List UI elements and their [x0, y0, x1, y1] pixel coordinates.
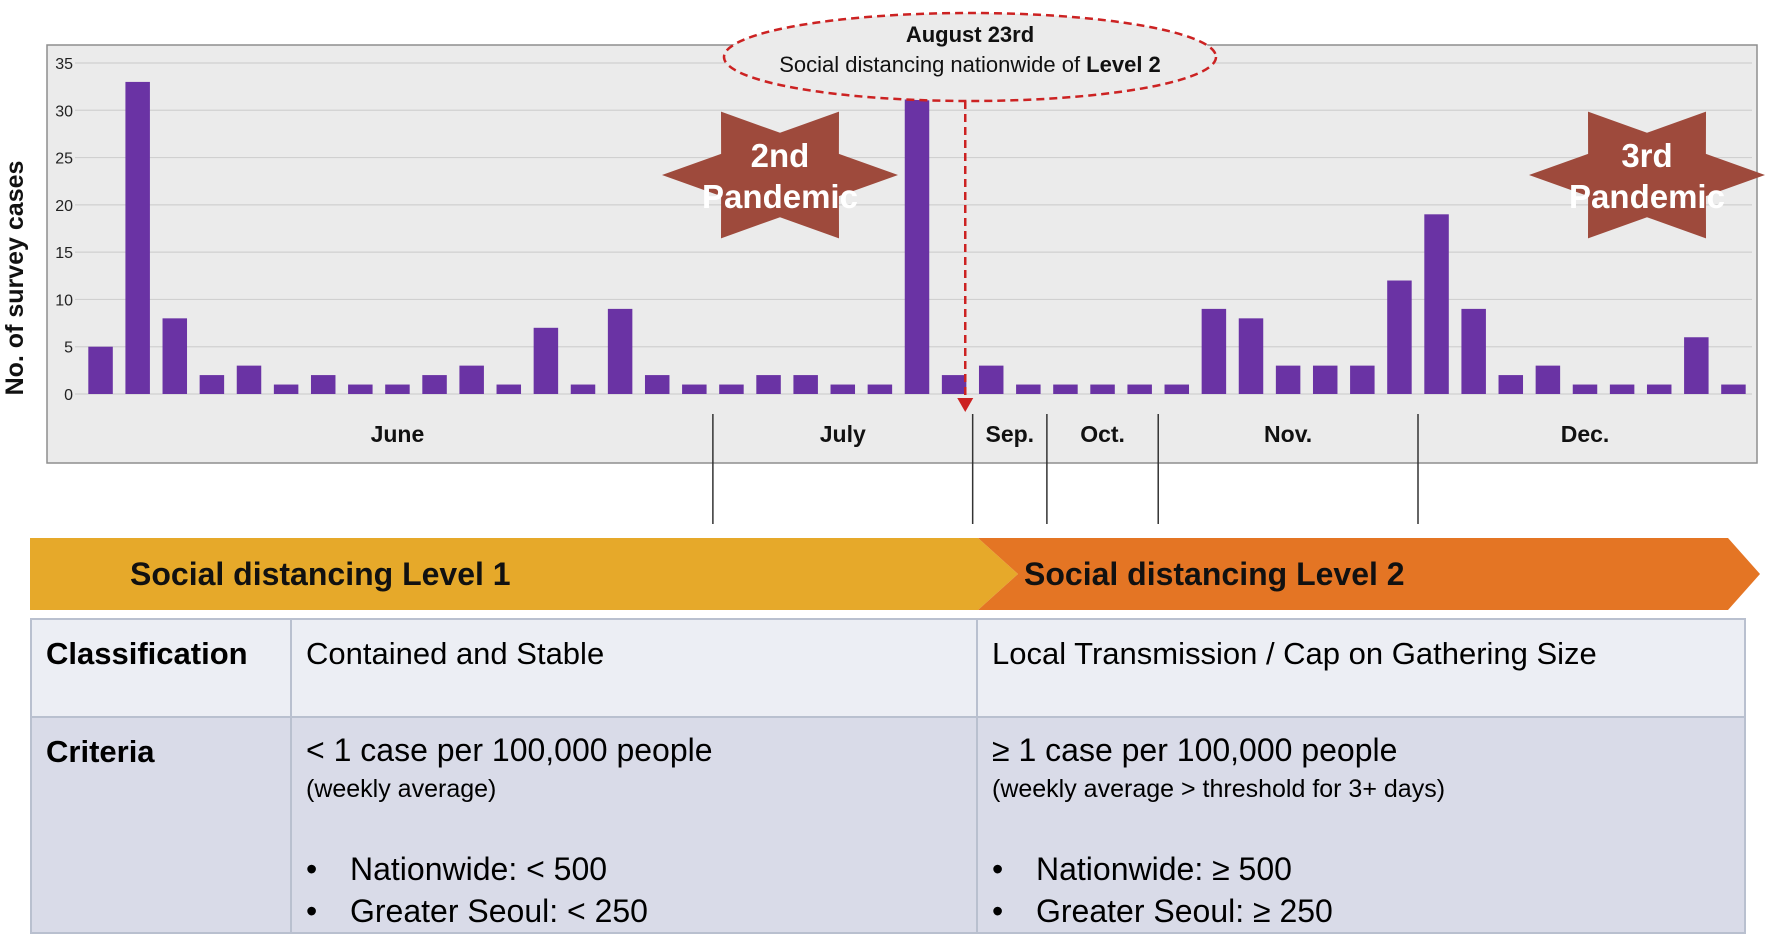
month-label: Dec. — [1561, 421, 1610, 447]
y-tick-label: 20 — [55, 198, 73, 215]
bar — [978, 365, 1004, 394]
y-tick-label: 30 — [55, 103, 73, 120]
classification-level1: Contained and Stable — [306, 636, 605, 671]
bar — [756, 375, 781, 394]
bar — [1275, 365, 1301, 394]
annotation-text-plain: Social distancing nationwide of — [779, 52, 1086, 77]
bar — [1016, 384, 1041, 394]
annotation-arrowhead — [957, 398, 974, 412]
bar — [1201, 308, 1227, 394]
month-label: Sep. — [985, 421, 1034, 447]
bar — [1238, 318, 1264, 394]
criteria-level2-bullet-nationwide: • Nationwide: ≥ 500 — [992, 851, 1292, 887]
y-tick-label: 25 — [55, 151, 73, 168]
y-axis-label: No. of survey cases — [1, 161, 29, 396]
bar — [941, 375, 967, 394]
y-axis-ticks: 0 5 10 15 20 25 30 35 — [55, 56, 73, 404]
bar — [1312, 365, 1338, 394]
bar — [88, 346, 113, 394]
criteria-level1-bullet-seoul: • Greater Seoul: < 250 — [306, 893, 648, 929]
y-tick-label: 10 — [55, 292, 73, 309]
criteria-level2-bullet-seoul: • Greater Seoul: ≥ 250 — [992, 893, 1333, 929]
badge-3rd-star-shape — [1529, 111, 1765, 239]
y-tick-label: 5 — [64, 340, 73, 357]
badge-2nd-line2: Pandemic — [702, 178, 858, 215]
bar — [199, 375, 225, 394]
bar — [273, 384, 299, 394]
bar — [719, 384, 744, 394]
bar — [1461, 308, 1486, 394]
bar — [125, 81, 150, 395]
month-label: Oct. — [1080, 421, 1125, 447]
bar — [1721, 384, 1746, 394]
level2-label: Social distancing Level 2 — [1024, 556, 1405, 592]
bar — [385, 384, 410, 394]
bar — [236, 365, 262, 394]
annotation-text-bold: Level 2 — [1086, 52, 1161, 77]
classification-level2: Local Transmission / Cap on Gathering Si… — [992, 636, 1597, 671]
bar — [1609, 384, 1635, 394]
badge-2nd-line1: 2nd — [751, 137, 810, 174]
bar — [1350, 365, 1375, 394]
bar — [310, 375, 336, 394]
bar — [162, 318, 188, 394]
bar — [422, 375, 447, 394]
y-tick-label: 15 — [55, 245, 73, 262]
month-label: July — [820, 421, 866, 447]
month-label: Nov. — [1264, 421, 1312, 447]
month-axis: June July Sep. Oct. Nov. Dec. — [371, 414, 1610, 524]
criteria-label: Criteria — [46, 734, 155, 769]
annotation-date: August 23rd — [906, 22, 1034, 47]
bar — [867, 384, 893, 394]
bars — [88, 81, 1746, 395]
bar — [1090, 384, 1115, 394]
level2-arrow — [978, 538, 1760, 610]
criteria-row: Criteria < 1 case per 100,000 people (we… — [30, 716, 1746, 934]
bar — [533, 327, 559, 394]
y-tick-label: 35 — [55, 56, 73, 73]
bar — [1387, 280, 1412, 394]
bar — [1498, 375, 1524, 394]
bar — [830, 384, 856, 394]
bar — [682, 384, 707, 394]
bar — [1684, 337, 1709, 394]
bar — [496, 384, 522, 394]
badge-3rd-pandemic: 3rd Pandemic — [1529, 111, 1765, 239]
bar — [644, 375, 670, 394]
badge-3rd-line2: Pandemic — [1569, 178, 1725, 215]
bar — [607, 308, 633, 394]
bar — [570, 384, 596, 394]
classification-row: Classification Contained and Stable Loca… — [30, 618, 1746, 718]
criteria-level2-sub: (weekly average > threshold for 3+ days) — [992, 775, 1446, 803]
bar — [793, 375, 818, 394]
level-arrows — [30, 538, 1760, 610]
annotation-text: Social distancing nationwide of Level 2 — [779, 52, 1161, 77]
level1-label: Social distancing Level 1 — [130, 556, 511, 592]
criteria-table: Classification Contained and Stable Loca… — [30, 618, 1746, 934]
month-label: June — [371, 421, 425, 447]
annotation-ellipse — [722, 11, 1218, 103]
y-tick-label: 0 — [64, 387, 73, 404]
criteria-level1-bullet-nationwide: • Nationwide: < 500 — [306, 851, 608, 887]
bar — [1164, 384, 1190, 394]
plot-area — [46, 44, 1758, 464]
bar — [1572, 384, 1598, 394]
bar — [1053, 384, 1078, 394]
criteria-level1-sub: (weekly average) — [306, 775, 497, 803]
bar — [1646, 384, 1672, 394]
badge-3rd-line1: 3rd — [1621, 137, 1672, 174]
bar — [459, 365, 484, 394]
bar — [1127, 384, 1152, 394]
bar — [1424, 214, 1449, 394]
classification-label: Classification — [46, 636, 248, 671]
badge-2nd-star-shape — [662, 111, 898, 239]
criteria-level2-main: ≥ 1 case per 100,000 people — [992, 732, 1398, 768]
criteria-level1-main: < 1 case per 100,000 people — [306, 732, 713, 768]
bar — [904, 91, 930, 394]
bar — [348, 384, 373, 394]
level1-arrow — [30, 538, 1018, 610]
bar — [1535, 365, 1561, 394]
badge-2nd-pandemic: 2nd Pandemic — [662, 111, 898, 239]
